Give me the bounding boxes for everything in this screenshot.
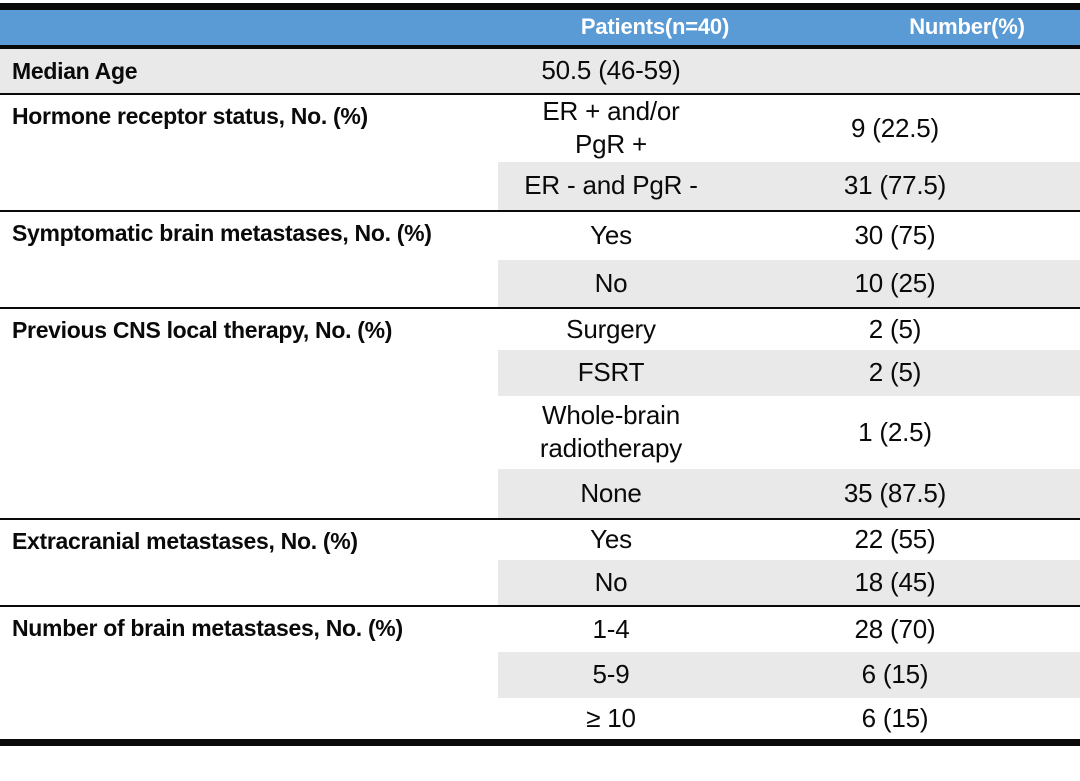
group-label-number-of-brain-metastases: Number of brain metastases, No. (%) bbox=[0, 604, 498, 743]
row-symptomatic-no: No 10 (25) bbox=[0, 259, 1080, 308]
group-label-hormone-receptor-status: Hormone receptor status, No. (%) bbox=[0, 92, 498, 211]
patients-cell: ER - and PgR - bbox=[498, 161, 775, 211]
patients-cell: 50.5 (46-59) bbox=[498, 46, 775, 94]
header-row: Patients(n=40) Number(%) bbox=[0, 6, 1080, 49]
row-therapy-none: None 35 (87.5) bbox=[0, 468, 1080, 519]
header-patients-cell: Patients(n=40) bbox=[498, 6, 775, 49]
row-therapy-wbrt: Whole-brain radiotherapy 1 (2.5) bbox=[0, 396, 1080, 469]
number-cell: 18 (45) bbox=[775, 559, 1080, 606]
number-cell: 10 (25) bbox=[775, 259, 1080, 308]
header-spacer-cell bbox=[0, 6, 498, 49]
number-cell: 35 (87.5) bbox=[775, 468, 1080, 519]
number-cell: 6 (15) bbox=[861, 702, 929, 733]
header-number-cell: Number(%) bbox=[775, 6, 1080, 49]
patient-characteristics-table: Patients(n=40) Number(%) Median Age 50.5… bbox=[0, 3, 1080, 746]
patients-cell: Yes bbox=[498, 517, 775, 560]
patients-cell: ER + and/or PgR + bbox=[498, 92, 775, 162]
patient-characteristics-page: Patients(n=40) Number(%) Median Age 50.5… bbox=[0, 3, 1080, 746]
row-er-negative: ER - and PgR - 31 (77.5) bbox=[0, 161, 1080, 211]
row-er-positive: Hormone receptor status, No. (%) ER + an… bbox=[0, 92, 1080, 211]
number-cell: 31 (77.5) bbox=[775, 161, 1080, 211]
row-brain-mets-5-9: 5-9 6 (15) bbox=[0, 651, 1080, 698]
number-cell: 6 (15) bbox=[775, 651, 1080, 698]
number-cell: 28 (70) bbox=[775, 604, 1080, 652]
row-extracranial-yes: Extracranial metastases, No. (%) Yes 22 … bbox=[0, 517, 1080, 606]
row-brain-mets-1-4: Number of brain metastases, No. (%) 1-4 … bbox=[0, 604, 1080, 743]
row-therapy-surgery: Previous CNS local therapy, No. (%) Surg… bbox=[0, 306, 1080, 519]
patients-cell: Whole-brain radiotherapy bbox=[539, 400, 683, 463]
patients-cell: No bbox=[498, 259, 775, 308]
patients-cell: FSRT bbox=[498, 349, 775, 396]
row-brain-mets-10-plus: ≥ 10 6 (15) bbox=[0, 698, 1080, 743]
number-cell: 2 (5) bbox=[775, 349, 1080, 396]
group-label-previous-cns-local-therapy: Previous CNS local therapy, No. (%) bbox=[0, 306, 498, 519]
patients-cell: 5-9 bbox=[498, 651, 775, 698]
row-extracranial-no: No 18 (45) bbox=[0, 559, 1080, 606]
number-cell: 22 (55) bbox=[775, 517, 1080, 560]
patients-cell: Surgery bbox=[498, 306, 775, 350]
number-cell: 9 (22.5) bbox=[775, 92, 1080, 162]
patients-cell: None bbox=[498, 468, 775, 519]
group-label-median-age: Median Age bbox=[0, 46, 498, 94]
group-label-symptomatic-brain-metastases: Symptomatic brain metastases, No. (%) bbox=[0, 209, 498, 308]
patients-cell: Yes bbox=[498, 209, 775, 260]
number-cell: 30 (75) bbox=[775, 209, 1080, 260]
row-symptomatic-yes: Symptomatic brain metastases, No. (%) Ye… bbox=[0, 209, 1080, 308]
patients-cell: No bbox=[498, 559, 775, 606]
number-cell bbox=[775, 46, 1080, 94]
row-median-age: Median Age 50.5 (46-59) bbox=[0, 46, 1080, 94]
patients-cell: ≥ 10 bbox=[586, 702, 636, 733]
patients-cell: 1-4 bbox=[498, 604, 775, 652]
group-label-extracranial-metastases: Extracranial metastases, No. (%) bbox=[0, 517, 498, 606]
row-therapy-fsrt: FSRT 2 (5) bbox=[0, 349, 1080, 396]
number-cell: 2 (5) bbox=[775, 306, 1080, 350]
number-cell: 1 (2.5) bbox=[858, 416, 932, 447]
